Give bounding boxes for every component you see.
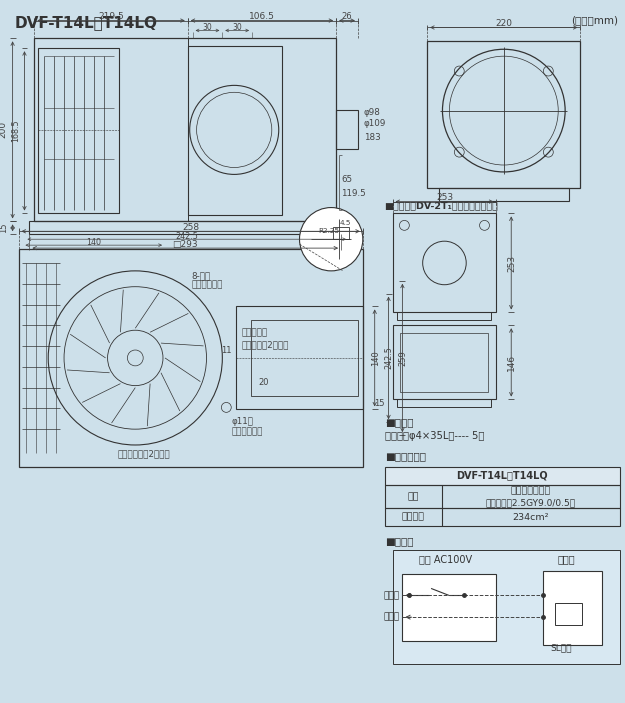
Text: ■本体カバー: ■本体カバー bbox=[384, 451, 426, 461]
Text: 219.5: 219.5 bbox=[98, 12, 124, 21]
Text: 本体取付用穴: 本体取付用穴 bbox=[192, 280, 223, 290]
Text: R2.25: R2.25 bbox=[319, 228, 340, 234]
Bar bbox=[392, 550, 620, 664]
Text: 15: 15 bbox=[374, 399, 384, 408]
Bar bbox=[398, 312, 491, 321]
Text: 仮固定ツメ（2ヶ所）: 仮固定ツメ（2ヶ所） bbox=[118, 449, 170, 458]
Text: 換気扇: 換気扇 bbox=[558, 554, 576, 564]
Bar bbox=[188, 46, 282, 215]
Text: DVF-T14L・T14LQ: DVF-T14L・T14LQ bbox=[14, 15, 158, 31]
Bar bbox=[34, 39, 336, 221]
Text: (単位：mm): (単位：mm) bbox=[571, 15, 618, 25]
Text: 15: 15 bbox=[0, 223, 8, 233]
Text: 木ねじ（φ4×35L）---- 5本: 木ねじ（φ4×35L）---- 5本 bbox=[384, 431, 484, 441]
Text: 220: 220 bbox=[495, 19, 512, 28]
Text: 30: 30 bbox=[232, 23, 242, 32]
Text: 電圧側: 電圧側 bbox=[383, 591, 399, 600]
Text: ベルマウス: ベルマウス bbox=[241, 328, 268, 337]
Bar bbox=[392, 325, 496, 399]
Text: 取っ手部（2ヶ所）: 取っ手部（2ヶ所） bbox=[241, 340, 289, 349]
Bar bbox=[401, 333, 489, 392]
Text: 253: 253 bbox=[436, 193, 453, 202]
Text: φ11穴: φ11穴 bbox=[231, 418, 253, 426]
Bar bbox=[543, 571, 602, 645]
Text: 8-長穴: 8-長穴 bbox=[192, 271, 211, 280]
Text: 65: 65 bbox=[341, 175, 352, 184]
Text: 色調: 色調 bbox=[408, 492, 419, 501]
Circle shape bbox=[299, 207, 363, 271]
Text: DVF-T14L・T14LQ: DVF-T14L・T14LQ bbox=[456, 471, 548, 481]
Text: 253: 253 bbox=[507, 254, 516, 271]
Bar bbox=[19, 249, 363, 467]
Text: 開口面積: 開口面積 bbox=[402, 512, 425, 522]
Bar bbox=[439, 188, 569, 200]
Bar bbox=[38, 49, 119, 214]
Bar bbox=[384, 484, 620, 508]
Bar bbox=[402, 574, 496, 641]
Bar bbox=[555, 603, 582, 625]
Text: 106.5: 106.5 bbox=[249, 12, 275, 21]
Text: 30: 30 bbox=[202, 23, 212, 32]
Text: □293: □293 bbox=[173, 240, 198, 249]
Bar bbox=[384, 467, 620, 484]
Text: 26: 26 bbox=[342, 12, 352, 21]
Text: 234cm²: 234cm² bbox=[512, 512, 549, 522]
Bar bbox=[392, 214, 496, 312]
Text: 168.5: 168.5 bbox=[11, 120, 21, 142]
Text: 電源 AC100V: 電源 AC100V bbox=[419, 554, 472, 564]
Text: SL端子: SL端子 bbox=[551, 643, 572, 652]
Text: （マンセル2.5GY9.0/0.5）: （マンセル2.5GY9.0/0.5） bbox=[486, 498, 576, 507]
Bar bbox=[336, 110, 358, 149]
Text: ■結線図: ■結線図 bbox=[384, 536, 413, 546]
Text: ■吹下金具DV-2T₁（別売）取付位置: ■吹下金具DV-2T₁（別売）取付位置 bbox=[384, 202, 499, 211]
Text: 接地側: 接地側 bbox=[383, 612, 399, 621]
Bar bbox=[384, 508, 620, 526]
Text: 200: 200 bbox=[0, 122, 8, 138]
Bar bbox=[29, 221, 341, 234]
Text: 258: 258 bbox=[182, 223, 199, 232]
Text: 140: 140 bbox=[371, 350, 379, 366]
Bar bbox=[251, 321, 358, 396]
Text: 140: 140 bbox=[86, 238, 101, 247]
Text: 119.5: 119.5 bbox=[341, 189, 366, 198]
Text: 4.5: 4.5 bbox=[339, 220, 351, 226]
Bar bbox=[333, 227, 349, 239]
Text: 11: 11 bbox=[221, 345, 231, 354]
Text: φ109: φ109 bbox=[364, 120, 386, 129]
Bar bbox=[236, 307, 363, 409]
Text: 242.5: 242.5 bbox=[175, 232, 198, 240]
Text: 242.5: 242.5 bbox=[384, 347, 394, 369]
Bar bbox=[398, 399, 491, 408]
Text: ムーンホワイト: ムーンホワイト bbox=[511, 486, 551, 495]
Text: 20: 20 bbox=[259, 378, 269, 387]
Text: ■付属品: ■付属品 bbox=[384, 418, 413, 427]
Text: 259: 259 bbox=[398, 350, 408, 366]
Text: 146: 146 bbox=[507, 354, 516, 371]
Text: φ98: φ98 bbox=[364, 108, 381, 117]
Text: 183: 183 bbox=[364, 134, 381, 142]
Bar bbox=[427, 41, 581, 188]
Text: 排気口取付用: 排気口取付用 bbox=[231, 427, 262, 436]
